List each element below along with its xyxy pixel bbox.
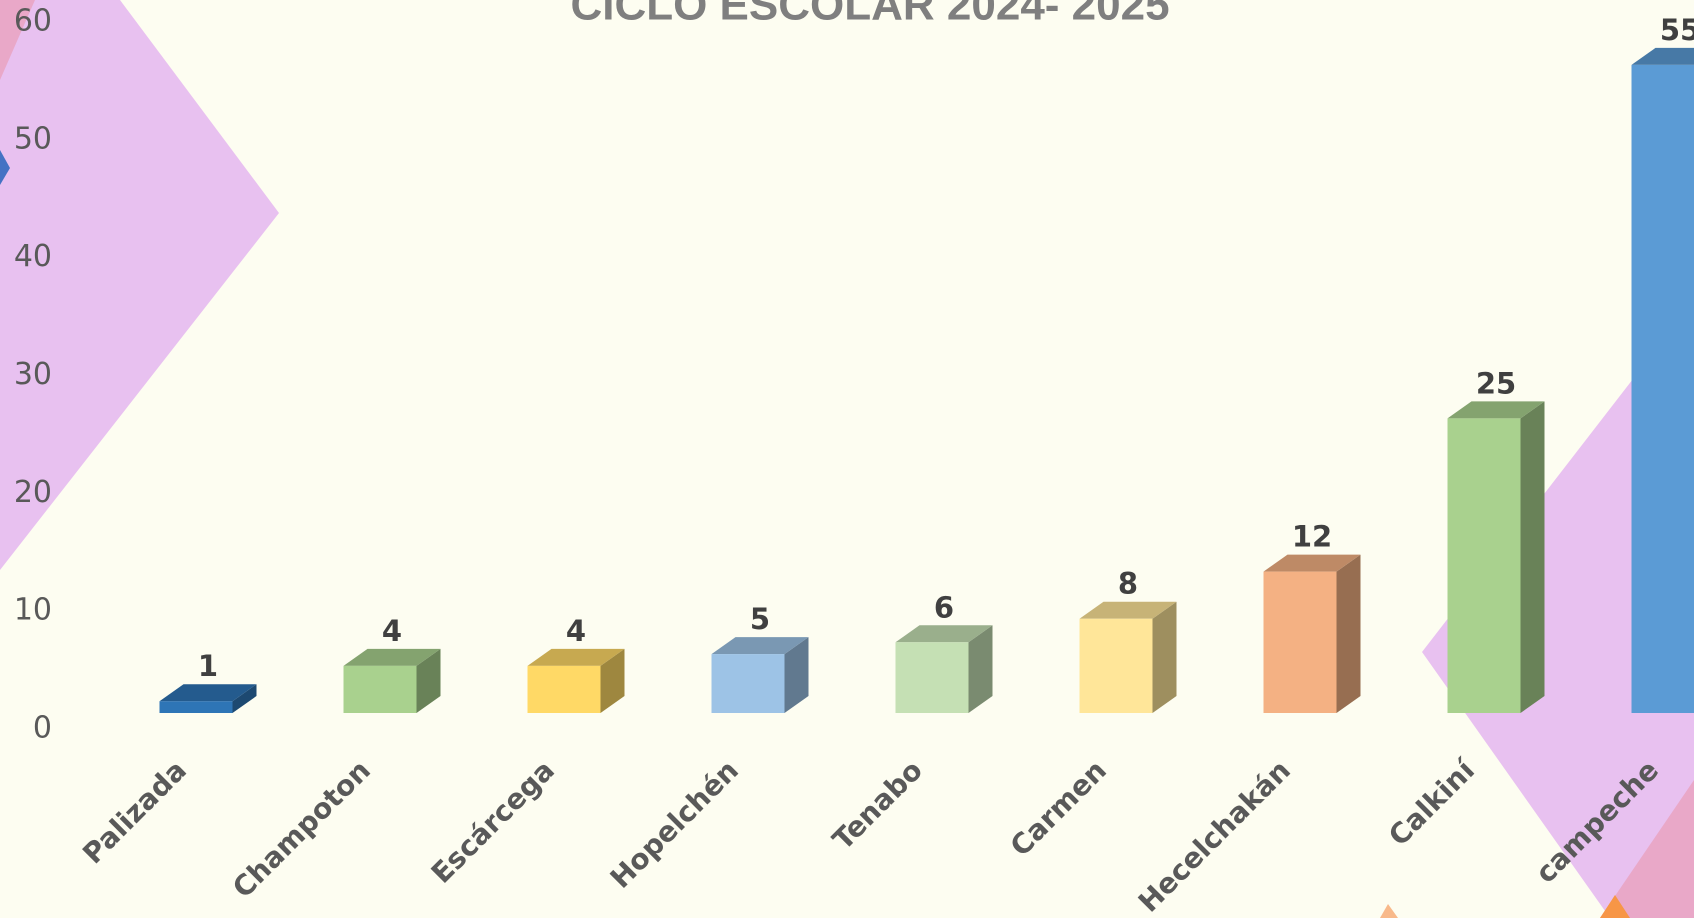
data-label: 25 [1476, 366, 1516, 400]
bar-side [1336, 554, 1361, 713]
bar-top [1631, 47, 1694, 65]
bar-side [600, 648, 625, 713]
y-tick-label: 10 [14, 593, 52, 628]
data-label: 55 [1660, 13, 1694, 47]
y-tick-label: 40 [14, 239, 52, 274]
data-label: 6 [934, 590, 954, 624]
bar-top [711, 637, 809, 655]
decoration [1422, 300, 1694, 918]
bar [1079, 618, 1153, 713]
bar-top [1447, 401, 1545, 419]
bar-top [527, 648, 625, 666]
bar [343, 665, 417, 713]
data-label: 4 [382, 614, 402, 648]
decoration [0, 150, 10, 185]
chart-title: CICLO ESCOLAR 2024- 2025 [570, 0, 1169, 30]
bar-top [1263, 554, 1361, 572]
bar-top [1079, 601, 1177, 619]
decoration [0, 0, 279, 570]
data-label: 4 [566, 614, 586, 648]
bar-side [416, 648, 441, 713]
bar-side [968, 625, 993, 713]
bar-side [1152, 601, 1177, 713]
bar-top [159, 684, 257, 702]
data-label: 8 [1118, 567, 1138, 601]
bar [1263, 571, 1337, 713]
y-tick-label: 60 [14, 4, 52, 39]
y-tick-label: 30 [14, 357, 52, 392]
bar-top [895, 625, 993, 643]
bar-side [1520, 401, 1545, 713]
decoration [1380, 904, 1398, 918]
bar-top [343, 648, 441, 666]
data-label: 1 [198, 649, 218, 683]
decoration [0, 0, 35, 80]
y-tick-label: 0 [33, 711, 52, 746]
bar [1447, 418, 1521, 713]
y-tick-label: 20 [14, 475, 52, 510]
data-label: 12 [1292, 520, 1332, 554]
bar [895, 642, 969, 713]
bar [1631, 64, 1694, 713]
bar-side [784, 637, 809, 713]
decoration [1600, 780, 1694, 918]
y-tick-label: 50 [14, 121, 52, 156]
decoration [1600, 895, 1630, 918]
data-label: 5 [750, 602, 770, 636]
bar-side [232, 684, 257, 713]
bar [527, 665, 601, 713]
bar [711, 654, 785, 713]
bar [159, 701, 233, 713]
